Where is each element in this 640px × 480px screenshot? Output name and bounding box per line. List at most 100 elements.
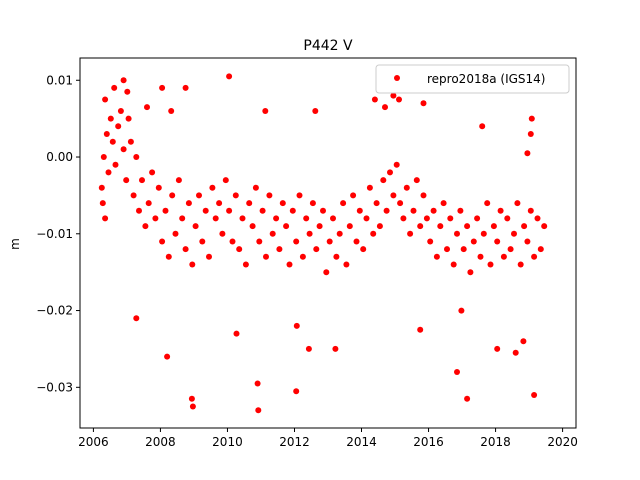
legend-box	[375, 64, 570, 94]
x-tick-label: 2012	[279, 435, 310, 449]
data-point	[336, 230, 343, 237]
data-point	[490, 223, 497, 230]
data-point	[500, 253, 507, 260]
data-point	[326, 238, 333, 245]
data-point	[117, 108, 124, 114]
data-point	[139, 177, 145, 184]
data-point	[403, 184, 410, 191]
data-point	[373, 200, 380, 207]
data-point	[474, 215, 481, 222]
y-tick-label: 0.00	[46, 150, 73, 164]
data-point	[457, 207, 464, 214]
data-point	[130, 192, 137, 199]
y-axis-label: m	[8, 238, 22, 250]
data-point	[484, 200, 491, 207]
data-point	[507, 246, 514, 253]
data-point	[323, 269, 330, 276]
x-axis: 2006 2008 2010 2012 2014 2016 2018 2020	[78, 428, 578, 449]
data-point	[226, 207, 233, 214]
data-point	[350, 192, 357, 199]
data-point	[305, 345, 312, 352]
data-point	[353, 238, 360, 245]
data-point	[517, 261, 524, 268]
data-point	[313, 246, 320, 253]
data-point	[293, 388, 300, 395]
data-point	[144, 104, 150, 111]
data-point	[229, 238, 236, 245]
data-point	[360, 246, 367, 253]
data-point	[179, 215, 186, 222]
data-point	[537, 246, 544, 253]
data-point	[165, 253, 172, 260]
data-point	[152, 215, 159, 222]
data-point	[115, 123, 122, 130]
data-point	[105, 169, 112, 176]
data-point	[477, 253, 484, 260]
data-point	[279, 200, 286, 207]
data-point	[430, 207, 437, 214]
data-point	[521, 223, 528, 230]
data-point	[111, 84, 118, 91]
legend: repro2018a (IGS14)	[375, 64, 570, 94]
data-point	[175, 177, 182, 184]
data-point	[125, 115, 132, 122]
data-point	[531, 253, 538, 260]
data-point	[303, 215, 310, 222]
data-point	[296, 192, 303, 199]
data-point	[464, 223, 471, 230]
data-point	[332, 345, 339, 352]
data-point	[102, 96, 109, 103]
data-point	[199, 238, 206, 245]
data-point	[109, 138, 116, 145]
data-point	[289, 207, 296, 214]
data-point	[192, 223, 199, 230]
data-point	[390, 192, 397, 199]
data-point	[410, 207, 417, 214]
data-point	[299, 253, 306, 260]
data-point	[149, 169, 156, 176]
data-point	[511, 230, 517, 237]
data-point	[470, 238, 477, 245]
data-point	[531, 392, 538, 398]
data-point	[343, 261, 350, 268]
data-point	[306, 230, 313, 237]
data-point	[142, 223, 149, 230]
data-point	[520, 338, 527, 345]
data-point	[497, 207, 504, 214]
data-point	[103, 131, 110, 137]
data-point	[254, 380, 261, 387]
data-point	[444, 246, 450, 253]
data-point	[494, 345, 501, 352]
data-point	[232, 192, 239, 199]
data-point	[467, 269, 474, 276]
data-point	[127, 138, 134, 145]
data-point	[293, 238, 300, 245]
x-tick-label: 2010	[212, 435, 243, 449]
data-point	[514, 200, 521, 207]
data-point	[155, 184, 162, 191]
data-point	[370, 230, 377, 237]
data-point	[262, 108, 269, 114]
data-point	[447, 215, 454, 222]
data-point	[383, 207, 390, 214]
data-point	[236, 246, 243, 253]
data-point	[460, 246, 467, 253]
y-tick-label: 0.01	[46, 73, 73, 87]
data-point	[333, 253, 340, 260]
data-point	[293, 322, 300, 329]
data-point	[286, 261, 293, 268]
data-point	[196, 192, 202, 199]
data-point	[440, 200, 447, 207]
data-point	[464, 395, 471, 402]
data-point	[346, 223, 353, 230]
data-points	[98, 73, 548, 414]
data-point	[189, 403, 196, 410]
data-point	[249, 223, 256, 230]
x-tick-label: 2016	[413, 435, 444, 449]
legend-label: repro2018a (IGS14)	[427, 72, 545, 86]
data-point	[246, 200, 253, 207]
data-point	[363, 215, 370, 222]
data-point	[164, 353, 171, 360]
data-point	[458, 307, 465, 314]
chart-title: P442 V	[303, 38, 353, 54]
